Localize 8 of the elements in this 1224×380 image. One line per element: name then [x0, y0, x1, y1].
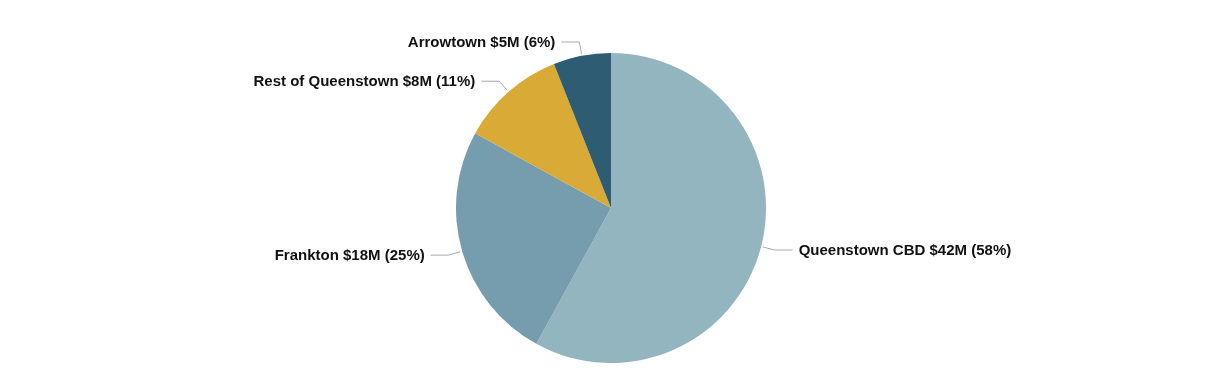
slice-label: Arrowtown $5M (6%): [407, 33, 556, 51]
pie-slice: [553, 53, 611, 208]
slice-label: Frankton $18M (25%): [274, 246, 425, 264]
pie-slice: [456, 133, 611, 344]
slice-label: Queenstown CBD $42M (58%): [798, 241, 1012, 259]
slice-label: Rest of Queenstown $8M (11%): [253, 72, 476, 90]
pie-slice: [536, 53, 766, 363]
pie-slice: [475, 63, 611, 208]
